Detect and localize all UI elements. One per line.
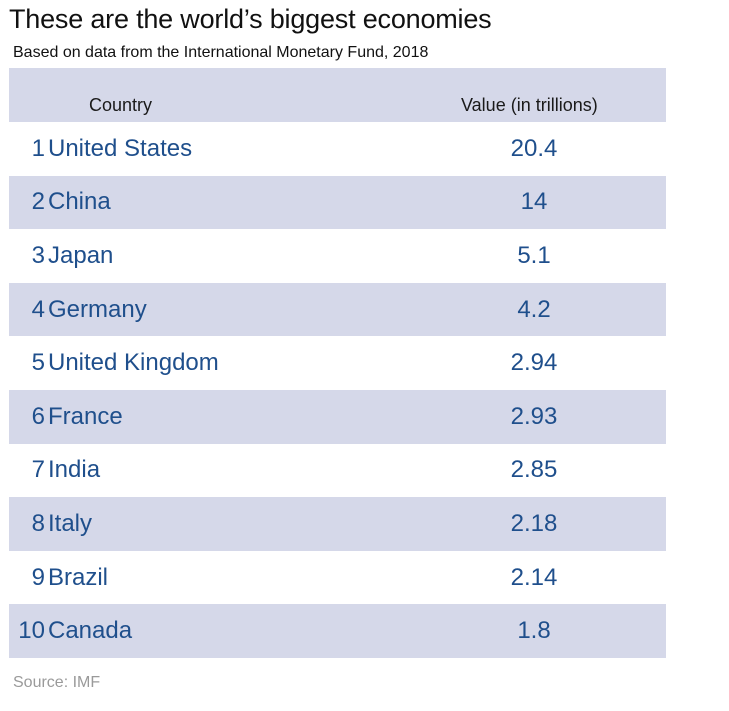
country-cell: China (48, 188, 111, 216)
country-cell: Brazil (48, 563, 109, 591)
rank-cell: 1 (31, 134, 45, 162)
value-cell: 1.8 (517, 617, 551, 645)
rank-cell: 3 (31, 241, 45, 269)
country-cell: Canada (48, 617, 133, 645)
economies-table: Country Value (in trillions) 1 United Sta… (9, 68, 666, 658)
rank-cell: 5 (31, 349, 45, 377)
table-row: 1 United States 20.4 (9, 122, 666, 176)
table-row: 7 India 2.85 (9, 443, 666, 498)
value-cell: 4.2 (517, 295, 551, 323)
table-row: 4 Germany 4.2 (9, 282, 666, 337)
value-cell: 2.94 (510, 349, 558, 377)
rank-cell: 4 (31, 295, 45, 323)
column-header-value: Value (in trillions) (461, 95, 598, 115)
value-cell: 20.4 (510, 134, 558, 162)
rank-cell: 7 (31, 456, 45, 484)
table-header-row: Country Value (in trillions) (9, 68, 666, 122)
table-row: 2 China 14 (9, 175, 666, 230)
country-cell: Germany (48, 295, 147, 323)
rank-cell: 9 (31, 563, 45, 591)
table-row: 10 Canada 1.8 (9, 604, 666, 658)
rank-cell: 2 (31, 188, 45, 216)
value-cell: 14 (520, 188, 548, 216)
table-row: 5 United Kingdom 2.94 (9, 336, 666, 390)
table-row: 8 Italy 2.18 (9, 497, 666, 551)
value-cell: 2.85 (510, 456, 558, 484)
country-cell: France (48, 402, 123, 430)
country-cell: Italy (48, 509, 93, 537)
country-cell: Japan (48, 241, 114, 269)
table-row: 9 Brazil 2.14 (9, 550, 666, 605)
country-cell: United Kingdom (48, 349, 219, 377)
value-cell: 2.18 (510, 509, 558, 537)
value-cell: 2.93 (510, 402, 558, 430)
value-cell: 5.1 (517, 241, 551, 269)
country-cell: United States (48, 134, 193, 162)
value-cell: 2.14 (510, 563, 558, 591)
chart-subtitle: Based on data from the International Mon… (13, 44, 429, 61)
rank-cell: 8 (31, 509, 45, 537)
table-row: 3 Japan 5.1 (9, 229, 666, 283)
chart-title: These are the world’s biggest economies (9, 4, 492, 34)
table-row: 6 France 2.93 (9, 390, 666, 444)
rank-cell: 10 (18, 617, 45, 645)
country-cell: India (48, 456, 101, 484)
source-note: Source: IMF (13, 674, 101, 691)
rank-cell: 6 (31, 402, 45, 430)
column-header-country: Country (89, 95, 153, 115)
